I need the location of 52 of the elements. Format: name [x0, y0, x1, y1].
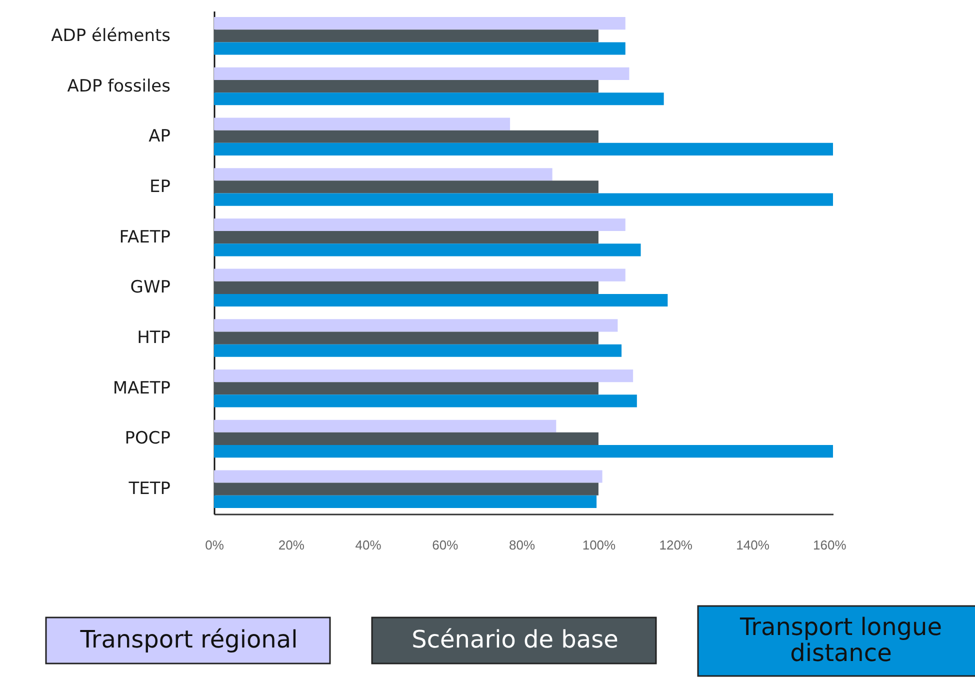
- bar: [214, 344, 622, 357]
- bar: [214, 142, 833, 156]
- bar: [214, 42, 626, 55]
- x-tick-label: 20%: [278, 538, 305, 552]
- x-tick-label: 100%: [582, 538, 616, 552]
- bar: [214, 268, 626, 282]
- y-tick-label: MAETP: [112, 378, 170, 398]
- y-tick-label: AP: [148, 126, 170, 147]
- bar: [214, 470, 602, 483]
- y-tick-label: ADP éléments: [51, 26, 171, 46]
- bar: [214, 80, 598, 93]
- x-tick-label: 0%: [205, 538, 224, 552]
- x-tick-label: 140%: [736, 538, 770, 552]
- x-tick-label: 160%: [813, 538, 847, 552]
- bar: [214, 30, 598, 42]
- bar: [214, 17, 626, 30]
- x-tick-label: 60%: [432, 538, 459, 552]
- y-tick-label: FAETP: [119, 227, 170, 248]
- y-tick-label: GWP: [130, 278, 170, 298]
- text: Transport régional: [79, 626, 298, 654]
- bar: [214, 482, 598, 496]
- y-tick-label: ADP fossiles: [67, 76, 171, 96]
- bar: [214, 231, 598, 244]
- bar: [214, 445, 833, 458]
- bar: [214, 92, 664, 106]
- bar: [214, 332, 598, 344]
- bar: [214, 369, 634, 382]
- bar: [214, 193, 833, 206]
- x-tick-label: 80%: [509, 538, 536, 552]
- y-tick-label: POCP: [124, 428, 170, 449]
- bar: [214, 180, 598, 194]
- bar: [214, 281, 598, 294]
- bar: [214, 420, 556, 432]
- bar: [214, 319, 618, 332]
- y-tick-label: EP: [150, 176, 170, 197]
- bar: [214, 118, 510, 130]
- bar: [214, 294, 668, 307]
- bar: [214, 130, 598, 143]
- bar: [214, 244, 641, 256]
- bar: [214, 432, 598, 446]
- bar: [214, 394, 637, 408]
- text: Transport longue distance: [738, 613, 942, 667]
- text: Scénario de base: [412, 626, 618, 654]
- bar: [214, 495, 597, 508]
- bar: [214, 382, 598, 395]
- bar: [214, 67, 630, 80]
- bar: [214, 218, 626, 232]
- x-tick-label: 120%: [659, 538, 693, 552]
- y-tick-label: TETP: [128, 479, 170, 500]
- bar: [214, 168, 552, 181]
- y-tick-label: HTP: [137, 328, 170, 348]
- x-tick-label: 40%: [355, 538, 382, 552]
